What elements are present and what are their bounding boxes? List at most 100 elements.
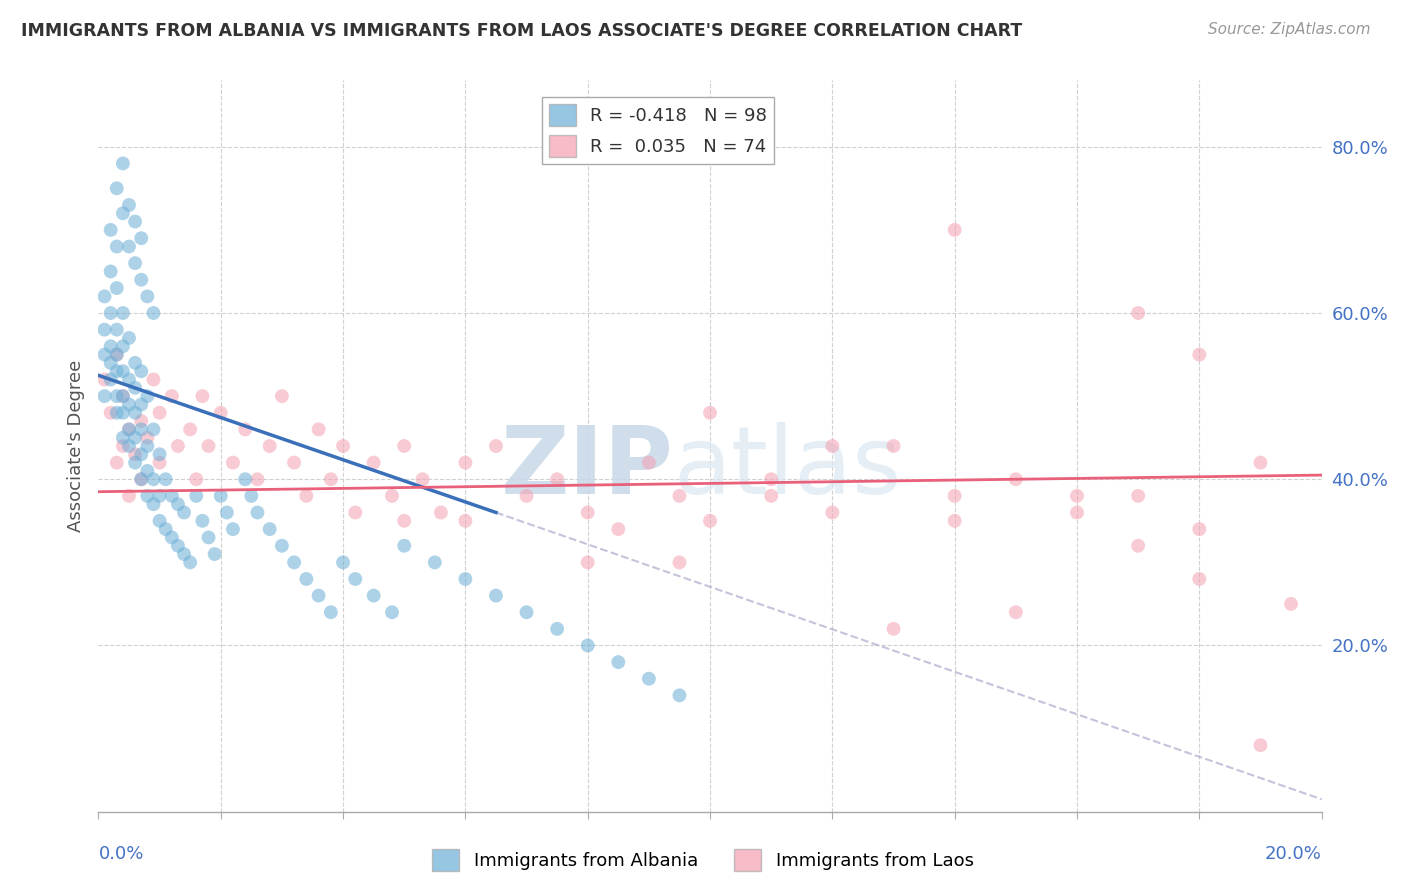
Point bbox=[105, 323, 128, 337]
Point bbox=[259, 522, 281, 536]
Point bbox=[124, 456, 146, 470]
Point bbox=[118, 397, 141, 411]
Point bbox=[344, 506, 367, 520]
Point bbox=[1004, 605, 1026, 619]
Point bbox=[142, 497, 165, 511]
Point bbox=[105, 239, 128, 253]
Point bbox=[118, 422, 141, 436]
Point bbox=[270, 539, 292, 553]
Point bbox=[1249, 738, 1271, 752]
Point bbox=[160, 389, 183, 403]
Point bbox=[308, 422, 330, 436]
Point bbox=[149, 456, 172, 470]
Point bbox=[136, 289, 159, 303]
Point bbox=[295, 489, 318, 503]
Point bbox=[423, 555, 446, 569]
Point bbox=[100, 356, 122, 370]
Point bbox=[100, 406, 122, 420]
Point bbox=[100, 339, 122, 353]
Point bbox=[136, 489, 159, 503]
Point bbox=[111, 156, 134, 170]
Point bbox=[111, 389, 134, 403]
Point bbox=[454, 456, 477, 470]
Point bbox=[100, 306, 122, 320]
Point bbox=[430, 506, 453, 520]
Point bbox=[392, 439, 416, 453]
Point bbox=[160, 489, 183, 503]
Point bbox=[105, 406, 128, 420]
Point bbox=[105, 347, 128, 362]
Point bbox=[607, 522, 630, 536]
Text: IMMIGRANTS FROM ALBANIA VS IMMIGRANTS FROM LAOS ASSOCIATE'S DEGREE CORRELATION C: IMMIGRANTS FROM ALBANIA VS IMMIGRANTS FR… bbox=[21, 22, 1022, 40]
Point bbox=[381, 605, 404, 619]
Point bbox=[821, 506, 844, 520]
Point bbox=[111, 306, 134, 320]
Point bbox=[149, 447, 172, 461]
Point bbox=[124, 256, 146, 270]
Point bbox=[105, 364, 128, 378]
Point bbox=[516, 489, 538, 503]
Point bbox=[118, 198, 141, 212]
Point bbox=[136, 389, 159, 403]
Point bbox=[118, 422, 141, 436]
Text: 20.0%: 20.0% bbox=[1265, 845, 1322, 863]
Point bbox=[319, 472, 342, 486]
Point bbox=[344, 572, 367, 586]
Point bbox=[259, 439, 281, 453]
Point bbox=[668, 689, 690, 703]
Point bbox=[233, 422, 256, 436]
Text: 0.0%: 0.0% bbox=[98, 845, 143, 863]
Point bbox=[222, 522, 245, 536]
Point bbox=[943, 223, 966, 237]
Point bbox=[576, 555, 599, 569]
Point bbox=[1066, 506, 1088, 520]
Point bbox=[215, 506, 238, 520]
Point bbox=[124, 381, 146, 395]
Point bbox=[332, 439, 354, 453]
Point bbox=[186, 472, 208, 486]
Point bbox=[668, 555, 690, 569]
Point bbox=[111, 431, 134, 445]
Point bbox=[516, 605, 538, 619]
Point bbox=[233, 472, 256, 486]
Point bbox=[1188, 522, 1211, 536]
Point bbox=[155, 522, 177, 536]
Point bbox=[179, 422, 201, 436]
Point bbox=[111, 206, 134, 220]
Point bbox=[173, 506, 195, 520]
Point bbox=[222, 456, 245, 470]
Point bbox=[129, 397, 152, 411]
Point bbox=[100, 372, 122, 386]
Point bbox=[129, 422, 152, 436]
Point bbox=[607, 655, 630, 669]
Point bbox=[179, 555, 201, 569]
Point bbox=[1004, 472, 1026, 486]
Point bbox=[319, 605, 342, 619]
Point bbox=[167, 539, 190, 553]
Point bbox=[197, 439, 219, 453]
Point bbox=[699, 514, 721, 528]
Point bbox=[412, 472, 434, 486]
Point bbox=[124, 431, 146, 445]
Point bbox=[142, 306, 165, 320]
Point bbox=[1128, 489, 1150, 503]
Point bbox=[191, 514, 214, 528]
Point bbox=[155, 472, 177, 486]
Point bbox=[93, 347, 115, 362]
Point bbox=[118, 372, 141, 386]
Point bbox=[246, 506, 269, 520]
Text: Source: ZipAtlas.com: Source: ZipAtlas.com bbox=[1208, 22, 1371, 37]
Point bbox=[1279, 597, 1302, 611]
Point bbox=[105, 181, 128, 195]
Legend: R = -0.418   N = 98, R =  0.035   N = 74: R = -0.418 N = 98, R = 0.035 N = 74 bbox=[541, 96, 775, 164]
Point bbox=[167, 439, 190, 453]
Point bbox=[105, 456, 128, 470]
Point bbox=[129, 414, 152, 428]
Point bbox=[1128, 539, 1150, 553]
Point bbox=[93, 389, 115, 403]
Point bbox=[246, 472, 269, 486]
Point bbox=[363, 589, 385, 603]
Point bbox=[149, 406, 172, 420]
Point bbox=[93, 372, 115, 386]
Point bbox=[1188, 572, 1211, 586]
